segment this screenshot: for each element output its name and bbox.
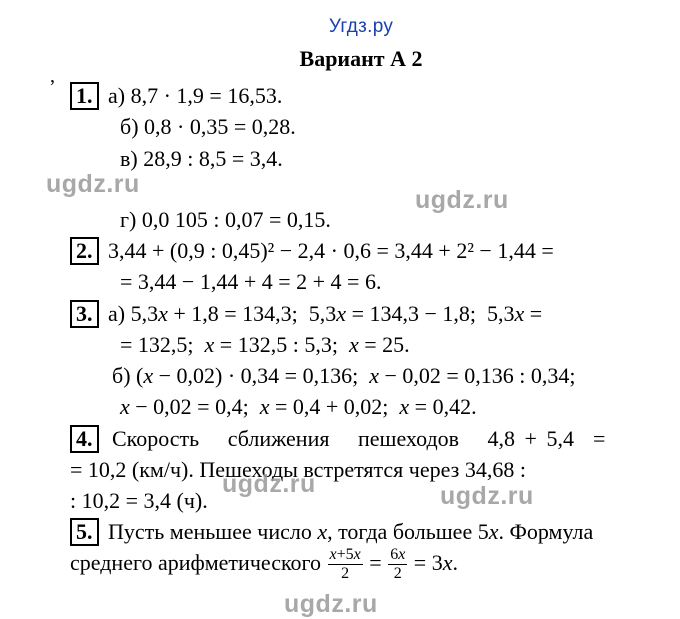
math-text: 3,44 + (0,9 : 0,45)² − 2,4 · 0,6 = 3,44 … bbox=[108, 238, 554, 263]
p1-line-a: 1. а) 8,7 · 1,9 = 16,53. bbox=[70, 80, 652, 111]
problem-number: 1. bbox=[70, 82, 99, 110]
watermark-text: ugdz.ru bbox=[284, 590, 378, 619]
math-text: а) 5,3x + 1,8 = 134,3; 5,3x = 134,3 − 1,… bbox=[108, 301, 542, 326]
p3-line-b1: б) (x − 0,02) · 0,34 = 0,136; x − 0,02 =… bbox=[70, 360, 652, 391]
problem-number: 4. bbox=[70, 425, 99, 453]
p3-line-a1: 3. а) 5,3x + 1,8 = 134,3; 5,3x = 134,3 −… bbox=[70, 298, 652, 329]
p1-line-d: г) 0,0 105 : 0,07 = 0,15. bbox=[70, 204, 652, 235]
word-text: Скорость сближения пешеходов 4,8 + 5,4 = bbox=[112, 426, 605, 451]
word-text: Пусть меньшее число x, тогда большее 5x.… bbox=[70, 519, 593, 575]
variant-title: Вариант А 2 bbox=[70, 43, 652, 74]
p3-line-a2: = 132,5; x = 132,5 : 5,3; x = 25. bbox=[70, 329, 652, 360]
p1-line-b: б) 0,8 · 0,35 = 0,28. bbox=[70, 111, 652, 142]
site-header-link: Угдз.ру bbox=[70, 14, 652, 41]
p4-line3: : 10,2 = 3,4 (ч). bbox=[70, 485, 652, 516]
p4-line2: = 10,2 (км/ч). Пешеходы встретятся через… bbox=[70, 454, 652, 485]
p5-line: 5. Пусть меньшее число x, тогда большее … bbox=[70, 516, 652, 583]
math-text: а) 8,7 · 1,9 = 16,53. bbox=[108, 83, 282, 108]
problem-number: 2. bbox=[70, 237, 99, 265]
fraction: x+5x2 bbox=[327, 547, 364, 582]
problem-number: 5. bbox=[70, 518, 99, 546]
fraction: 6x2 bbox=[387, 547, 408, 582]
page-content: Угдз.ру Вариант А 2 1. а) 8,7 · 1,9 = 16… bbox=[0, 0, 680, 583]
p2-line1: 2. 3,44 + (0,9 : 0,45)² − 2,4 · 0,6 = 3,… bbox=[70, 235, 652, 266]
p1-line-c: в) 28,9 : 8,5 = 3,4. bbox=[70, 143, 652, 174]
p3-line-b2: x − 0,02 = 0,4; x = 0,4 + 0,02; x = 0,42… bbox=[70, 391, 652, 422]
p2-line2: = 3,44 − 1,44 + 4 = 2 + 4 = 6. bbox=[70, 266, 652, 297]
problem-number: 3. bbox=[70, 300, 99, 328]
p4-line1: 4. Скорость сближения пешеходов 4,8 + 5,… bbox=[70, 423, 652, 454]
